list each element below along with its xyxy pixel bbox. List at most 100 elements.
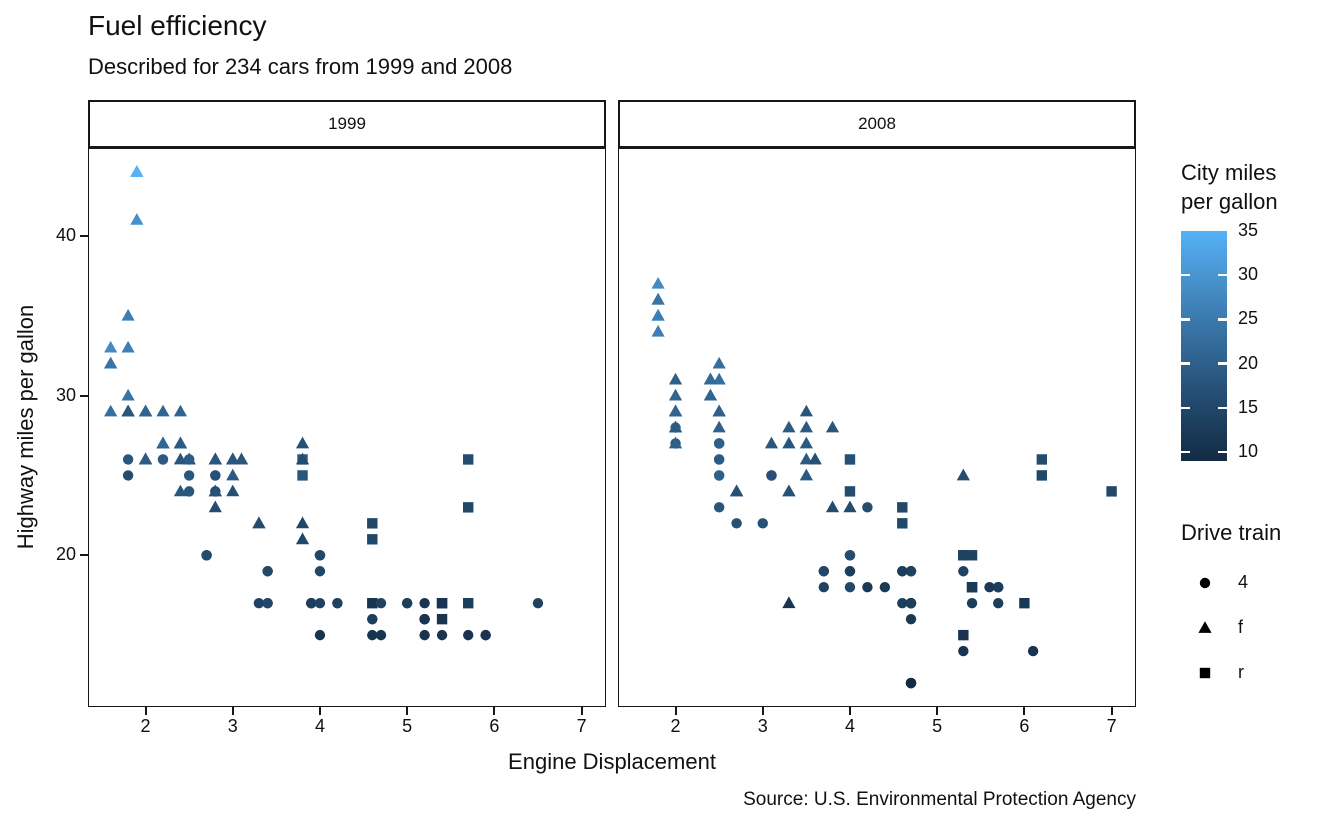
data-point [130,213,144,225]
data-point [419,629,430,641]
data-point [1199,667,1211,679]
colorbar-tick-label: 10 [1238,441,1259,462]
data-point [138,404,153,417]
data-point [332,597,343,609]
data-point [375,629,387,641]
color-legend-title: City miles per gallon [1181,158,1278,216]
shape-legend-glyph-triangle [1190,613,1220,648]
data-point [844,566,856,577]
data-point [905,613,917,625]
colorbar-tick-label: 25 [1238,308,1259,329]
colorbar-tick-mark [1218,450,1227,454]
shape-legend-label: r [1238,662,1244,682]
colorbar-tick-label: 35 [1238,220,1259,240]
data-point [1198,621,1212,633]
data-point [905,566,917,577]
data-point [314,566,326,577]
data-point [713,470,725,481]
data-point [295,452,310,465]
data-point [367,597,378,609]
data-point [958,566,969,577]
data-point [729,484,744,497]
data-point [651,308,665,321]
data-point [966,550,978,561]
y-tick-mark [80,394,88,397]
data-point [799,468,813,481]
color-legend-title-line2: per gallon [1181,189,1278,214]
data-point [897,566,908,577]
data-point [713,438,725,449]
color-legend-title-line1: City miles [1181,160,1277,185]
source-caption: Source: U.S. Environmental Protection Ag… [743,789,1136,810]
data-point [419,597,430,609]
data-point [844,486,856,497]
x-tick-mark [318,707,321,715]
data-point [314,629,326,641]
colorbar-tick-label: 30 [1238,264,1259,285]
data-point [173,436,188,449]
page-subtitle: Described for 234 cars from 1999 and 200… [88,54,513,79]
data-point [375,597,387,609]
data-point [208,500,222,513]
data-point [668,420,683,433]
data-point [201,550,212,561]
data-point [703,372,718,385]
data-point [757,518,768,529]
x-tick-label: 4 [314,716,325,736]
data-point [367,613,378,625]
page-title: Fuel efficiency [88,10,267,41]
data-point [463,597,474,609]
colorbar-tick-mark [1218,318,1227,321]
x-tick-label: 2 [670,716,681,736]
data-point [104,356,118,369]
x-tick-label: 3 [227,716,238,736]
data-point [208,452,222,465]
data-point [138,452,153,465]
data-point [156,404,170,417]
data-point [157,454,169,465]
data-point [532,597,544,609]
data-point [463,454,474,465]
data-point [782,484,796,497]
data-point [262,566,273,577]
x-tick-mark [848,707,851,715]
data-point [183,470,195,481]
data-point [121,404,135,417]
data-point [436,597,448,609]
data-point [367,534,378,545]
data-point [958,645,969,657]
data-point [183,486,195,497]
data-point [844,454,856,465]
data-point [897,518,908,529]
data-point [1027,645,1039,657]
data-point [668,404,683,417]
x-tick-mark [761,707,764,715]
data-point [713,502,725,513]
data-point [651,276,665,289]
data-point [843,500,857,513]
data-point [764,436,779,449]
data-point [226,484,240,497]
data-point [799,436,813,449]
data-point [651,324,665,337]
data-point [818,582,830,593]
data-point [262,597,273,609]
colorbar-tick-mark [1181,274,1190,277]
data-point [314,597,326,609]
data-point [121,308,135,321]
x-tick-label: 6 [1019,716,1030,736]
facet-strip-label: 1999 [328,114,366,133]
data-point [825,500,840,513]
data-point [799,452,813,465]
data-point [712,420,726,433]
data-point [731,518,742,529]
data-point [1199,577,1211,589]
shape-legend-glyph-circle [1190,568,1220,603]
data-point [818,566,830,577]
data-point [958,629,969,641]
colorbar-tick-mark [1218,406,1227,410]
x-tick-label: 5 [932,716,943,736]
data-point [993,582,1004,593]
data-point [463,502,474,513]
